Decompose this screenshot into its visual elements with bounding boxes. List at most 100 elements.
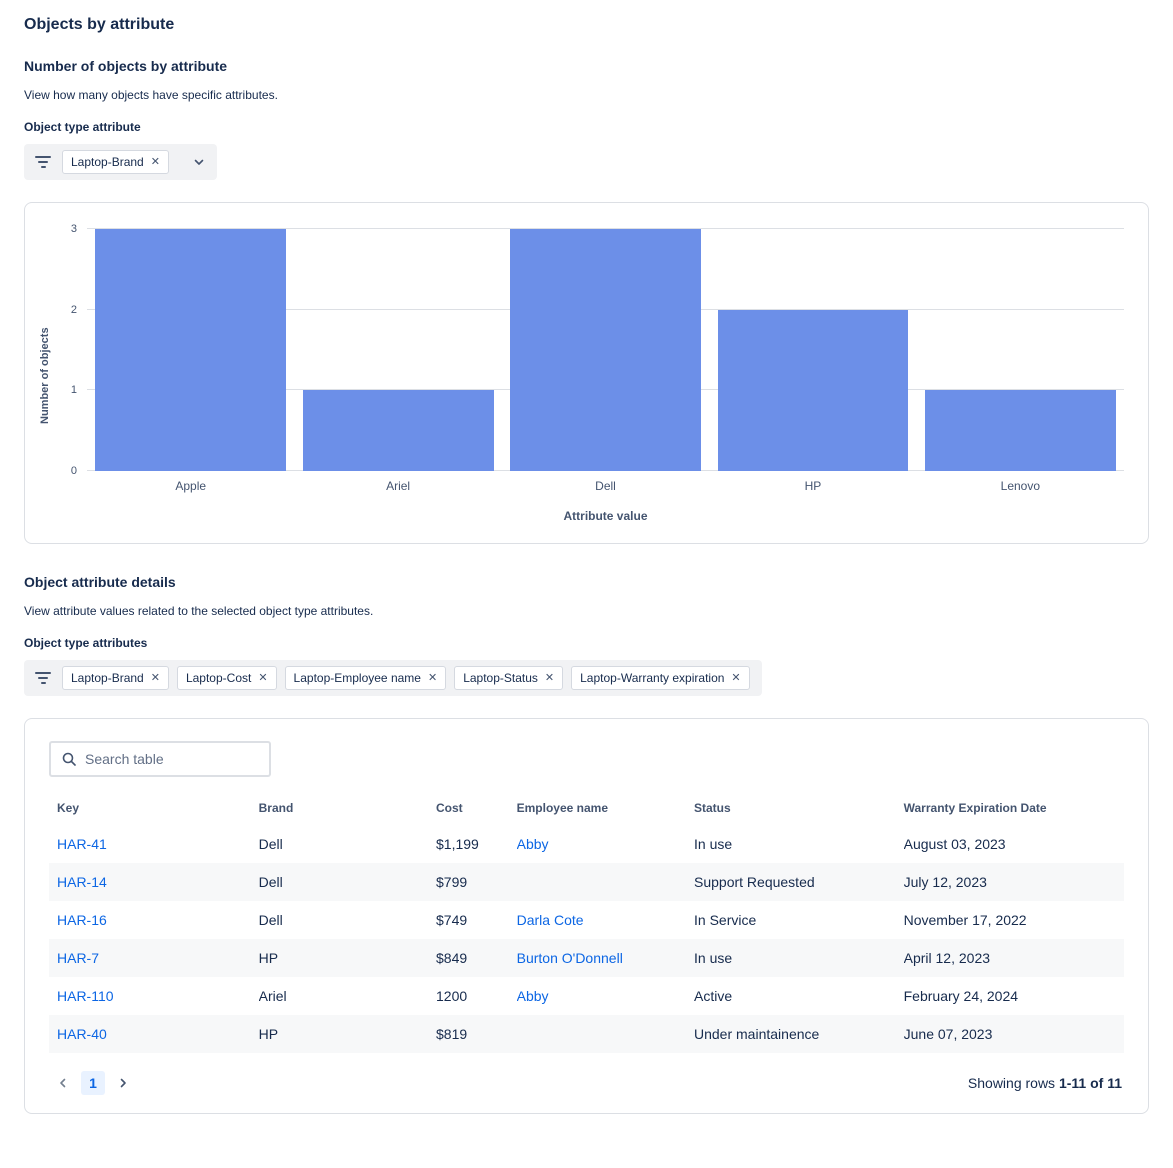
- object-type-attribute-filter[interactable]: Laptop-Brand ✕: [24, 144, 217, 180]
- chip-remove-icon[interactable]: ✕: [150, 155, 160, 168]
- chart-section-heading: Number of objects by attribute: [24, 58, 228, 74]
- table-cell: HAR-41: [49, 825, 259, 863]
- employee-link[interactable]: Abby: [516, 836, 549, 852]
- filter-chip[interactable]: Laptop-Brand ✕: [62, 150, 169, 174]
- chart-section: Number of objects by attribute View how …: [24, 58, 1149, 544]
- y-tick-label: 0: [70, 465, 77, 477]
- table-cell: Dell: [258, 874, 283, 890]
- key-link[interactable]: HAR-14: [57, 874, 107, 890]
- filter-chip[interactable]: Laptop-Warranty expiration ✕: [571, 666, 750, 690]
- table-row: HAR-110 Ariel 1200 Abby Active February 24, 2…: [49, 977, 1124, 1015]
- table-cell: $819: [436, 1026, 468, 1042]
- next-page-button[interactable]: [111, 1071, 135, 1095]
- table-cell: Dell: [258, 912, 283, 928]
- employee-link[interactable]: Burton O'Donnell: [516, 950, 623, 966]
- column-header: Cost: [436, 801, 463, 815]
- details-section-description: View attribute values related to the sel…: [24, 604, 374, 618]
- filter-chip-label: Laptop-Cost: [185, 671, 252, 685]
- details-filter-chips: Laptop-Brand ✕ Laptop-Cost ✕ Laptop-Employee…: [62, 666, 750, 690]
- bar-hp: [717, 309, 909, 471]
- key-link[interactable]: HAR-110: [57, 988, 114, 1004]
- column-header: Warranty Expiration Date: [903, 801, 1047, 815]
- filter-chip[interactable]: Laptop-Employee name ✕: [284, 666, 447, 690]
- table-cell: $749: [436, 912, 468, 928]
- table-row: HAR-40 HP $819 Under maintainence June 07, 2…: [49, 1015, 1124, 1053]
- details-section-heading: Object attribute details: [24, 574, 176, 590]
- table-cell: Burton O'Donnell: [517, 939, 694, 977]
- filter-chip[interactable]: Laptop-Status ✕: [454, 666, 564, 690]
- chart-plot-area: [87, 228, 1124, 471]
- chip-remove-icon[interactable]: ✕: [544, 671, 555, 684]
- table-cell: $799: [436, 874, 468, 890]
- page-title: Objects by attribute: [24, 16, 175, 33]
- table-cell: Dell: [258, 836, 283, 852]
- bar-dell: [510, 229, 701, 471]
- table-cell: HAR-7: [49, 939, 259, 977]
- table-cell: $1,199: [436, 836, 479, 852]
- page-button-1[interactable]: 1: [81, 1071, 105, 1095]
- employee-link[interactable]: Abby: [516, 988, 549, 1004]
- filter-chip[interactable]: Laptop-Brand ✕: [62, 666, 169, 690]
- bars: [87, 229, 1124, 471]
- bar-lenovo: [924, 390, 1116, 471]
- prev-page-button[interactable]: [51, 1071, 75, 1095]
- table-cell: In Service: [694, 912, 757, 928]
- key-link[interactable]: HAR-40: [57, 1026, 107, 1042]
- gridline: [87, 228, 1124, 229]
- chip-remove-icon[interactable]: ✕: [150, 671, 160, 684]
- table-cell: HP: [258, 1026, 279, 1042]
- object-type-attributes-filter[interactable]: Laptop-Brand ✕ Laptop-Cost ✕ Laptop-Employee…: [24, 660, 762, 696]
- chevron-down-icon[interactable]: [193, 156, 205, 168]
- search-icon: [61, 751, 77, 767]
- filter-icon: [34, 156, 52, 168]
- column-header: Status: [694, 801, 731, 815]
- table-card: Key Brand Cost Employee name Status Warranty …: [24, 718, 1149, 1114]
- table-header-row: Key Brand Cost Employee name Status Warranty …: [49, 791, 1124, 825]
- rows-summary-prefix: Showing rows: [967, 1075, 1056, 1091]
- filter-chip-label: Laptop-Status: [463, 671, 538, 685]
- bar-slot: [294, 229, 501, 471]
- table-footer: 1 Showing rows 1-11 of 11: [49, 1071, 1124, 1095]
- employee-link[interactable]: Darla Cote: [516, 912, 584, 928]
- bar-slot: [502, 229, 709, 471]
- attributes-table: Key Brand Cost Employee name Status Warranty …: [49, 791, 1124, 1053]
- table-row: HAR-16 Dell $749 Darla Cote In Service Novemb…: [49, 901, 1124, 939]
- object-type-attributes-label: Object type attributes: [24, 636, 148, 650]
- search-box[interactable]: [49, 741, 271, 777]
- table-cell: HAR-16: [49, 901, 259, 939]
- filter-chip-label: Laptop-Brand: [71, 671, 144, 685]
- details-section: Object attribute details View attribute …: [24, 574, 1149, 1114]
- table-cell: Under maintainence: [694, 1026, 820, 1042]
- search-input[interactable]: [85, 751, 259, 767]
- table-cell: August 03, 2023: [903, 836, 1006, 852]
- rows-summary: Showing rows 1-11 of 11: [968, 1075, 1122, 1091]
- chip-remove-icon[interactable]: ✕: [258, 671, 268, 684]
- table-cell: $849: [436, 950, 468, 966]
- table-cell: [517, 863, 694, 901]
- y-axis-ticks: 0 1 2 3: [51, 223, 87, 477]
- column-header: Brand: [258, 801, 294, 815]
- y-tick-label: 3: [70, 223, 77, 235]
- table-cell: Abby: [517, 825, 694, 863]
- object-type-attribute-label: Object type attribute: [24, 120, 141, 134]
- chip-remove-icon[interactable]: ✕: [427, 671, 438, 684]
- key-link[interactable]: HAR-7: [57, 950, 100, 966]
- table-cell: In use: [694, 950, 733, 966]
- table-cell: Support Requested: [694, 874, 815, 890]
- table-cell: [517, 1015, 694, 1053]
- table-cell: Active: [694, 988, 733, 1004]
- bar-apple: [95, 229, 287, 471]
- bar-slot: [917, 229, 1124, 471]
- key-link[interactable]: HAR-41: [57, 836, 107, 852]
- key-link[interactable]: HAR-16: [57, 912, 107, 928]
- table-cell: 1200: [436, 988, 468, 1004]
- x-tick-label: Ariel: [386, 479, 411, 493]
- chip-remove-icon[interactable]: ✕: [731, 671, 741, 684]
- table-cell: Abby: [517, 977, 694, 1015]
- table-cell: July 12, 2023: [903, 874, 987, 890]
- bar-slot: [87, 229, 294, 471]
- bar-chart: Number of objects 0 1 2 3 Apple Ariel Dell HP L…: [39, 223, 1124, 523]
- filter-chip[interactable]: Laptop-Cost ✕: [176, 666, 277, 690]
- table-row: HAR-41 Dell $1,199 Abby In use August 03, 202…: [49, 825, 1124, 863]
